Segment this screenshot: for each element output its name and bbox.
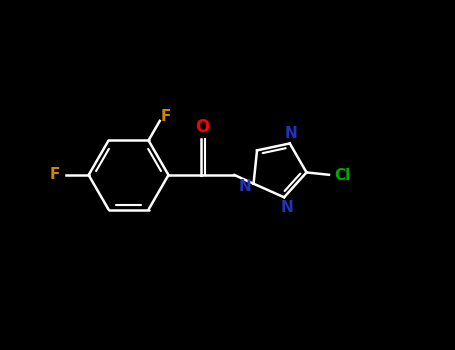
Text: N: N [238,179,251,194]
Text: N: N [285,126,298,141]
Text: Cl: Cl [334,168,350,183]
Text: N: N [281,199,293,215]
Text: F: F [50,168,60,182]
Text: F: F [160,109,171,124]
Text: O: O [195,118,209,136]
